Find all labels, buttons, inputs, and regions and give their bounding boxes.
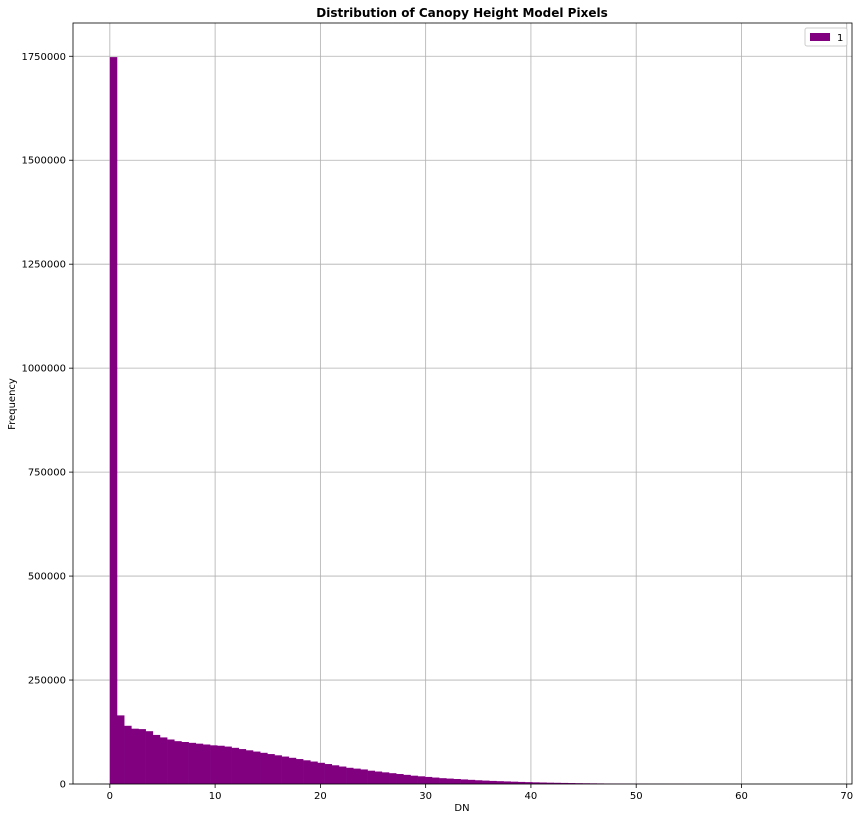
histogram-bar bbox=[253, 751, 261, 784]
histogram-bar bbox=[439, 778, 447, 784]
histogram-bar bbox=[467, 779, 476, 784]
histogram-bar bbox=[338, 766, 347, 784]
histogram-bar bbox=[324, 764, 333, 784]
histogram-bar bbox=[539, 782, 547, 784]
histogram-bar bbox=[410, 775, 418, 784]
histogram-bar bbox=[188, 742, 197, 784]
histogram-bar bbox=[231, 747, 239, 784]
y-tick-label: 750000 bbox=[28, 468, 66, 479]
histogram-bar bbox=[446, 778, 454, 784]
histogram-bar bbox=[152, 734, 161, 784]
histogram-bar bbox=[575, 783, 583, 784]
histogram-bar bbox=[546, 782, 554, 784]
histogram-bar bbox=[460, 779, 469, 784]
x-tick-label: 60 bbox=[735, 791, 748, 802]
histogram-bar bbox=[167, 739, 175, 784]
histogram-bar bbox=[245, 750, 254, 784]
x-tick-label: 50 bbox=[630, 791, 643, 802]
histogram-bar bbox=[374, 771, 383, 784]
histogram-bar bbox=[360, 769, 368, 784]
histogram-bar bbox=[174, 741, 182, 784]
histogram-bar bbox=[131, 728, 139, 784]
chart-title: Distribution of Canopy Height Model Pixe… bbox=[316, 6, 607, 20]
histogram-bar bbox=[396, 774, 404, 784]
y-axis: 0 250000 500000 750000 1000000 1250000 1500000… bbox=[21, 52, 73, 791]
y-axis-label: Frequency bbox=[7, 378, 18, 430]
histogram-bar bbox=[124, 725, 132, 784]
y-tick-label: 1500000 bbox=[21, 156, 66, 167]
histogram-bar bbox=[224, 746, 232, 784]
legend: 1 bbox=[804, 27, 848, 47]
histogram-bar bbox=[517, 781, 526, 784]
histogram-bar bbox=[217, 745, 225, 784]
histogram-bar bbox=[303, 760, 311, 784]
histogram-bar bbox=[109, 57, 118, 785]
histogram-bar bbox=[532, 782, 540, 784]
histogram-bar bbox=[267, 754, 275, 784]
y-tick-label: 250000 bbox=[28, 676, 66, 687]
x-axis: 0 10 20 30 40 50 60 70 bbox=[107, 784, 853, 802]
histogram-bar bbox=[353, 768, 361, 784]
histogram-bar bbox=[202, 744, 211, 784]
histogram-bar bbox=[138, 729, 146, 784]
histogram-bar bbox=[181, 741, 189, 784]
histogram-bar bbox=[489, 780, 497, 784]
histogram-bar bbox=[567, 783, 576, 784]
histogram-bar bbox=[503, 781, 512, 784]
histogram-bar bbox=[274, 755, 282, 784]
histogram-bar bbox=[145, 731, 154, 784]
x-tick-label: 30 bbox=[419, 791, 432, 802]
legend-label: 1 bbox=[837, 33, 843, 44]
histogram-bar bbox=[417, 776, 426, 784]
x-tick-label: 10 bbox=[209, 791, 222, 802]
bars-layer bbox=[109, 57, 826, 785]
histogram-bar bbox=[482, 780, 490, 784]
histogram-bar bbox=[510, 781, 519, 784]
histogram-bar bbox=[553, 782, 562, 784]
histogram-bar bbox=[238, 749, 247, 784]
histogram-bar bbox=[117, 715, 125, 784]
histogram-bar bbox=[317, 762, 325, 784]
histogram-bar bbox=[159, 737, 168, 784]
x-tick-label: 0 bbox=[107, 791, 113, 802]
histogram-bar bbox=[560, 782, 569, 784]
histogram-bar bbox=[288, 757, 297, 784]
plot-area bbox=[73, 23, 852, 784]
histogram-bar bbox=[431, 777, 440, 784]
x-tick-label: 70 bbox=[840, 791, 853, 802]
histogram-bar bbox=[496, 781, 504, 784]
histogram-bar bbox=[195, 743, 204, 784]
y-tick-label: 0 bbox=[60, 780, 66, 791]
histogram-bar bbox=[346, 767, 354, 784]
histogram-bar bbox=[424, 776, 433, 784]
histogram-bar bbox=[210, 745, 218, 784]
histogram-bar bbox=[525, 782, 533, 784]
y-tick-label: 1750000 bbox=[21, 52, 66, 63]
histogram-bar bbox=[331, 765, 340, 784]
plot-frame bbox=[72, 22, 853, 785]
histogram-bar bbox=[367, 770, 376, 784]
histogram-bar bbox=[403, 774, 411, 784]
x-tick-label: 20 bbox=[314, 791, 327, 802]
y-tick-label: 1250000 bbox=[21, 260, 66, 271]
histogram-bar bbox=[474, 780, 483, 784]
x-tick-label: 40 bbox=[525, 791, 538, 802]
histogram-bar bbox=[453, 779, 461, 784]
histogram-bar bbox=[295, 759, 304, 784]
histogram-bar bbox=[310, 761, 318, 784]
y-tick-label: 500000 bbox=[28, 572, 66, 583]
histogram-bar bbox=[260, 752, 268, 784]
x-axis-label: DN bbox=[454, 803, 469, 814]
legend-swatch bbox=[810, 33, 830, 41]
histogram-bar bbox=[381, 772, 390, 784]
histogram-bar bbox=[389, 773, 397, 784]
y-tick-label: 1000000 bbox=[21, 364, 66, 375]
histogram-bar bbox=[281, 756, 290, 784]
